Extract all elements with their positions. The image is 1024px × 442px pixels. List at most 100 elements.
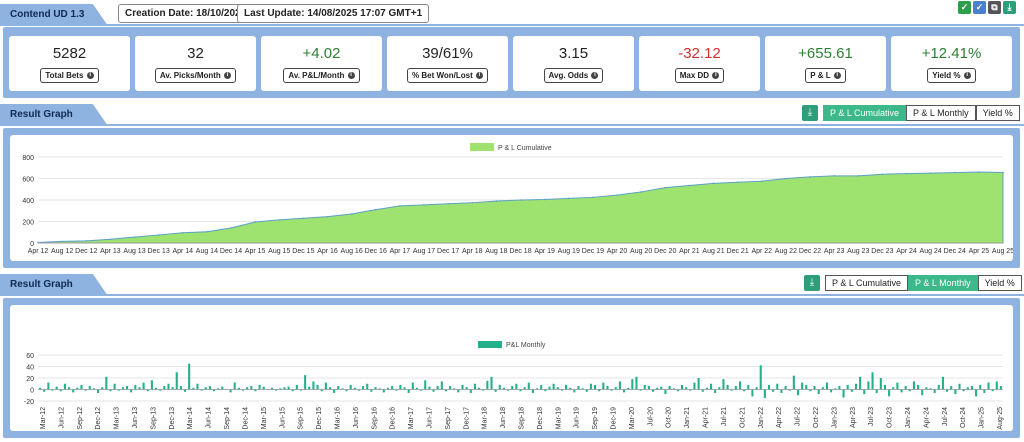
monthly-bar <box>386 387 390 390</box>
monthly-bar <box>854 383 858 390</box>
monthly-bar <box>204 387 207 390</box>
monthly-bar <box>262 386 265 390</box>
x-tick-label: Mar-18 <box>482 407 489 429</box>
monthly-bar <box>594 384 597 390</box>
x-tick-label: Apr-22 <box>776 407 783 428</box>
monthly-bar <box>246 387 249 390</box>
monthly-bar <box>995 381 998 390</box>
monthly-bar <box>610 389 613 391</box>
monthly-bar <box>449 386 452 390</box>
verified-icon[interactable]: ✓ <box>973 1 986 14</box>
x-tick-label: Apr 21 <box>679 248 700 255</box>
legend-label: P&L Monthly <box>506 342 546 349</box>
stat-label[interactable]: Av. Picks/Month i <box>154 68 237 83</box>
monthly-bar <box>767 384 771 390</box>
download-icon[interactable]: ⤓ <box>804 275 820 291</box>
stat-label[interactable]: % Bet Won/Lost i <box>407 68 488 83</box>
monthly-bar <box>436 386 439 390</box>
download-icon[interactable]: ⤓ <box>802 105 818 121</box>
monthly-bar <box>221 386 224 390</box>
x-tick-label: Aug 14 <box>196 248 218 255</box>
y-tick-label: 60 <box>26 353 34 360</box>
stat-label[interactable]: Av. P&L/Month i <box>283 68 360 83</box>
monthly-bar <box>660 386 663 390</box>
monthly-bar <box>88 386 91 390</box>
x-tick-label: Oct-24 <box>960 407 967 428</box>
data-point <box>471 201 474 204</box>
x-tick-label: Aug 13 <box>123 248 145 255</box>
tab-pl-monthly[interactable]: P & L Monthly <box>908 275 978 291</box>
monthly-bar <box>672 388 675 390</box>
info-icon: i <box>224 72 232 80</box>
x-tick-label: Sep-19 <box>592 407 599 430</box>
stat-label[interactable]: Max DD i <box>674 68 725 83</box>
tab-yield[interactable]: Yield % <box>975 105 1020 121</box>
stat-label[interactable]: Total Bets i <box>40 68 99 83</box>
monthly-bar <box>987 382 990 390</box>
download-icon[interactable]: ⤓ <box>1003 1 1016 14</box>
monthly-bar <box>912 381 915 390</box>
monthly-bar <box>494 389 497 392</box>
tab-pl-cumulative[interactable]: P & L Cumulative <box>823 105 907 121</box>
x-tick-label: Jul-24 <box>942 407 949 426</box>
copy-icon[interactable]: ⧉ <box>988 1 1001 14</box>
data-point <box>181 231 184 234</box>
monthly-bar <box>705 387 708 390</box>
monthly-bar <box>324 382 327 390</box>
x-tick-label: Dec 24 <box>944 248 966 255</box>
monthly-bar <box>357 389 361 391</box>
monthly-bar <box>109 389 112 392</box>
monthly-bar <box>763 389 766 399</box>
monthly-bar <box>738 381 742 390</box>
stat-label[interactable]: Avg. Odds i <box>543 68 604 83</box>
x-tick-label: Dec-14 <box>242 407 249 430</box>
monthly-bar <box>43 389 46 392</box>
x-tick-label: Jun-15 <box>279 407 286 429</box>
x-tick-label: Oct-22 <box>813 407 820 428</box>
info-icon: i <box>712 72 720 80</box>
check-icon[interactable]: ✓ <box>958 1 971 14</box>
x-tick-label: Jun-13 <box>132 407 139 429</box>
monthly-bar <box>39 387 42 390</box>
chart1-panel: 0 200 400 600 800 Apr 12 Aug 12 Dec 12 Apr 13 Aug… <box>3 128 1020 268</box>
x-tick-label: Dec-18 <box>537 407 544 430</box>
stat-value: 39/61% <box>422 45 473 62</box>
monthly-bar <box>138 387 141 390</box>
monthly-bar <box>167 383 170 390</box>
chart1-controls: ⤓ P & L Cumulative P & L Monthly Yield % <box>802 105 1020 121</box>
stat-label[interactable]: P & L i <box>805 68 846 83</box>
monthly-bar <box>726 384 729 390</box>
monthly-bar <box>685 387 688 390</box>
x-tick-label: Dec-19 <box>611 407 618 430</box>
x-tick-label: Apr 25 <box>969 248 990 255</box>
x-tick-label: Aug-25 <box>997 407 1004 430</box>
x-tick-label: Dec 13 <box>148 248 170 255</box>
data-point <box>278 219 281 221</box>
x-tick-label: Apr 22 <box>751 248 772 255</box>
monthly-bar <box>453 388 456 390</box>
tab-pl-cumulative[interactable]: P & L Cumulative <box>825 275 909 291</box>
monthly-bar <box>370 389 373 392</box>
monthly-bar <box>511 386 514 390</box>
tab-pl-monthly[interactable]: P & L Monthly <box>906 105 976 121</box>
x-tick-label: Mar-15 <box>261 407 268 429</box>
monthly-bar <box>217 388 220 390</box>
data-point <box>881 173 884 175</box>
info-icon: i <box>347 72 355 80</box>
monthly-bar <box>275 389 278 391</box>
x-tick-label: Dec 17 <box>437 248 459 255</box>
data-point <box>857 175 860 177</box>
x-tick-label: Dec-16 <box>390 407 397 430</box>
x-tick-label: Apr 13 <box>100 248 121 255</box>
data-point <box>712 182 715 185</box>
monthly-bar <box>134 384 137 390</box>
tab-yield[interactable]: Yield % <box>977 275 1022 291</box>
monthly-bar <box>113 383 116 390</box>
x-tick-label: Dec-17 <box>463 407 470 430</box>
stat-label[interactable]: Yield % i <box>927 68 976 83</box>
x-tick-label: Jan-24 <box>905 407 912 429</box>
monthly-bar <box>929 388 932 390</box>
monthly-bar <box>312 381 315 390</box>
x-tick-label: Aug 18 <box>485 248 507 255</box>
strategy-title: Contend UD 1.3 <box>10 9 85 20</box>
